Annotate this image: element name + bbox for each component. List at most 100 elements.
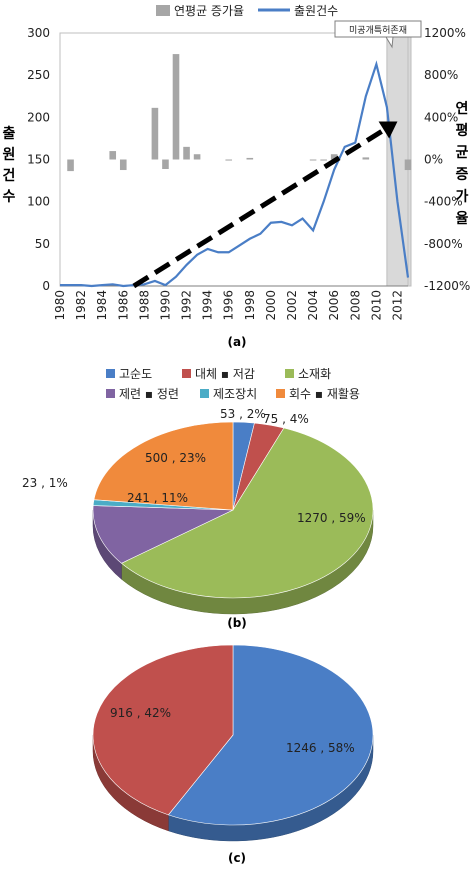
caption-b: (b) xyxy=(227,616,247,630)
pie-data-label: 916 , 42% xyxy=(110,706,171,720)
x-tick-label: 1988 xyxy=(137,290,151,321)
pie-data-label: 23 , 1% xyxy=(22,476,68,490)
legend-bar-label: 연평균 증가율 xyxy=(174,4,244,18)
pie-slice xyxy=(92,644,234,816)
x-tick-label: 1994 xyxy=(201,290,215,321)
legend-swatch xyxy=(182,369,191,378)
growth-bar xyxy=(119,159,127,171)
right-tick-label: 1200% xyxy=(424,26,466,40)
right-tick-label: -800% xyxy=(424,237,463,251)
left-tick-label: 50 xyxy=(35,237,50,251)
x-tick-label: 1996 xyxy=(222,290,236,321)
x-tick-label: 2004 xyxy=(306,290,320,321)
legend-label: 소재화 xyxy=(298,367,331,381)
growth-bar xyxy=(151,107,159,160)
left-tick-label: 250 xyxy=(27,68,50,82)
legend-bar-swatch xyxy=(156,5,170,16)
chart-a-left-axis-ticks: 0 50 100 150 200 250 300 xyxy=(27,26,50,293)
caption-c: (c) xyxy=(228,851,246,865)
x-tick-label: 1998 xyxy=(243,290,257,321)
legend-swatch xyxy=(106,369,115,378)
growth-bar xyxy=(362,157,370,160)
chart-a-x-axis-ticks: 1980 1982 1984 1986 1988 1990 1992 1994 1996 1998… xyxy=(53,290,404,321)
x-tick-label: 1980 xyxy=(53,290,67,321)
legend-swatch xyxy=(285,369,294,378)
legend-swatch xyxy=(200,389,209,398)
growth-bar xyxy=(404,159,412,171)
pie-data-label: 1270 , 59% xyxy=(297,511,366,525)
pie-data-label: 500 , 23% xyxy=(145,451,206,465)
chart-a-right-axis-ticks: -1200% -800% -400% 0% 400% 800% 1200% xyxy=(424,26,470,293)
callout-label: 미공개특허존재 xyxy=(349,25,407,36)
x-tick-label: 1992 xyxy=(180,290,194,321)
caption-a: (a) xyxy=(227,335,246,349)
x-tick-label: 1982 xyxy=(74,290,88,321)
left-tick-label: 150 xyxy=(27,153,50,167)
x-tick-label: 1990 xyxy=(158,290,172,321)
growth-bar xyxy=(246,157,254,160)
chart-a-applications-line xyxy=(60,60,410,288)
legend-label: 제련 ▪ 정련 xyxy=(119,387,179,401)
chart-c: 국내외국 1246 , 58%916 , 42% (c) xyxy=(92,644,374,865)
x-tick-label: 2012 xyxy=(390,290,404,321)
callout-box xyxy=(334,20,422,38)
left-tick-label: 0 xyxy=(42,279,50,293)
right-tick-label: -400% xyxy=(424,195,463,209)
growth-bar xyxy=(330,154,338,160)
callout-pointer xyxy=(385,36,394,49)
chart-a-trend-arrowhead xyxy=(378,121,398,139)
chart-b-data-labels: 53 , 2%75 , 4% 1270 , 59% 241 , 11% 23 , 1%… xyxy=(22,407,366,525)
right-tick-label: 0% xyxy=(424,153,443,167)
x-tick-label: 2000 xyxy=(264,290,278,321)
x-tick-label: 1984 xyxy=(95,290,109,321)
legend-label: 제조장치 xyxy=(213,387,257,401)
right-tick-label: 400% xyxy=(424,110,458,124)
growth-bar xyxy=(162,159,169,169)
chart-c-data-labels: 1246 , 58% 916 , 42% xyxy=(110,706,355,755)
left-tick-label: 200 xyxy=(27,110,50,124)
growth-bar xyxy=(320,159,327,161)
pie-data-label: 241 , 11% xyxy=(127,491,188,505)
left-tick-label: 300 xyxy=(27,26,50,40)
chart-a-trend-arrow xyxy=(132,127,386,289)
pie-data-label: 75 , 4% xyxy=(263,412,309,426)
chart-a-growth-bars xyxy=(67,54,412,172)
legend-label: 고순도 xyxy=(119,367,152,381)
pie-data-label: 53 , 2% xyxy=(220,407,266,421)
growth-bar xyxy=(67,159,74,172)
right-tick-label: -1200% xyxy=(424,279,470,293)
x-tick-label: 2002 xyxy=(285,290,299,321)
x-tick-label: 1986 xyxy=(116,290,130,321)
growth-bar xyxy=(309,159,317,161)
legend-swatch xyxy=(106,389,115,398)
growth-bar xyxy=(193,154,201,160)
legend-label: 회수 ▪ 재활용 xyxy=(289,387,360,401)
x-tick-label: 2006 xyxy=(327,290,341,321)
chart-b-pie xyxy=(92,421,374,615)
legend-label: 대체 ▪ 저감 xyxy=(195,367,255,381)
pie-slice xyxy=(167,644,374,826)
chart-c-pie xyxy=(92,644,374,842)
growth-bar xyxy=(172,54,180,160)
x-tick-label: 2008 xyxy=(348,290,362,321)
legend-line-label: 출원건수 xyxy=(294,4,338,18)
left-tick-label: 100 xyxy=(27,195,50,209)
growth-bar xyxy=(225,159,233,161)
pie-slice xyxy=(92,505,234,564)
chart-a: 0 50 100 150 200 250 300 -1200% -800% -400% 0% 400… xyxy=(3,4,471,349)
pie-data-label: 1246 , 58% xyxy=(286,741,355,755)
growth-bar xyxy=(109,151,117,160)
x-tick-label: 2010 xyxy=(369,290,383,321)
pie-slice xyxy=(120,427,374,599)
right-tick-label: 800% xyxy=(424,68,458,82)
legend-swatch xyxy=(276,389,285,398)
pie-slice xyxy=(93,421,234,511)
growth-bar xyxy=(183,146,190,160)
